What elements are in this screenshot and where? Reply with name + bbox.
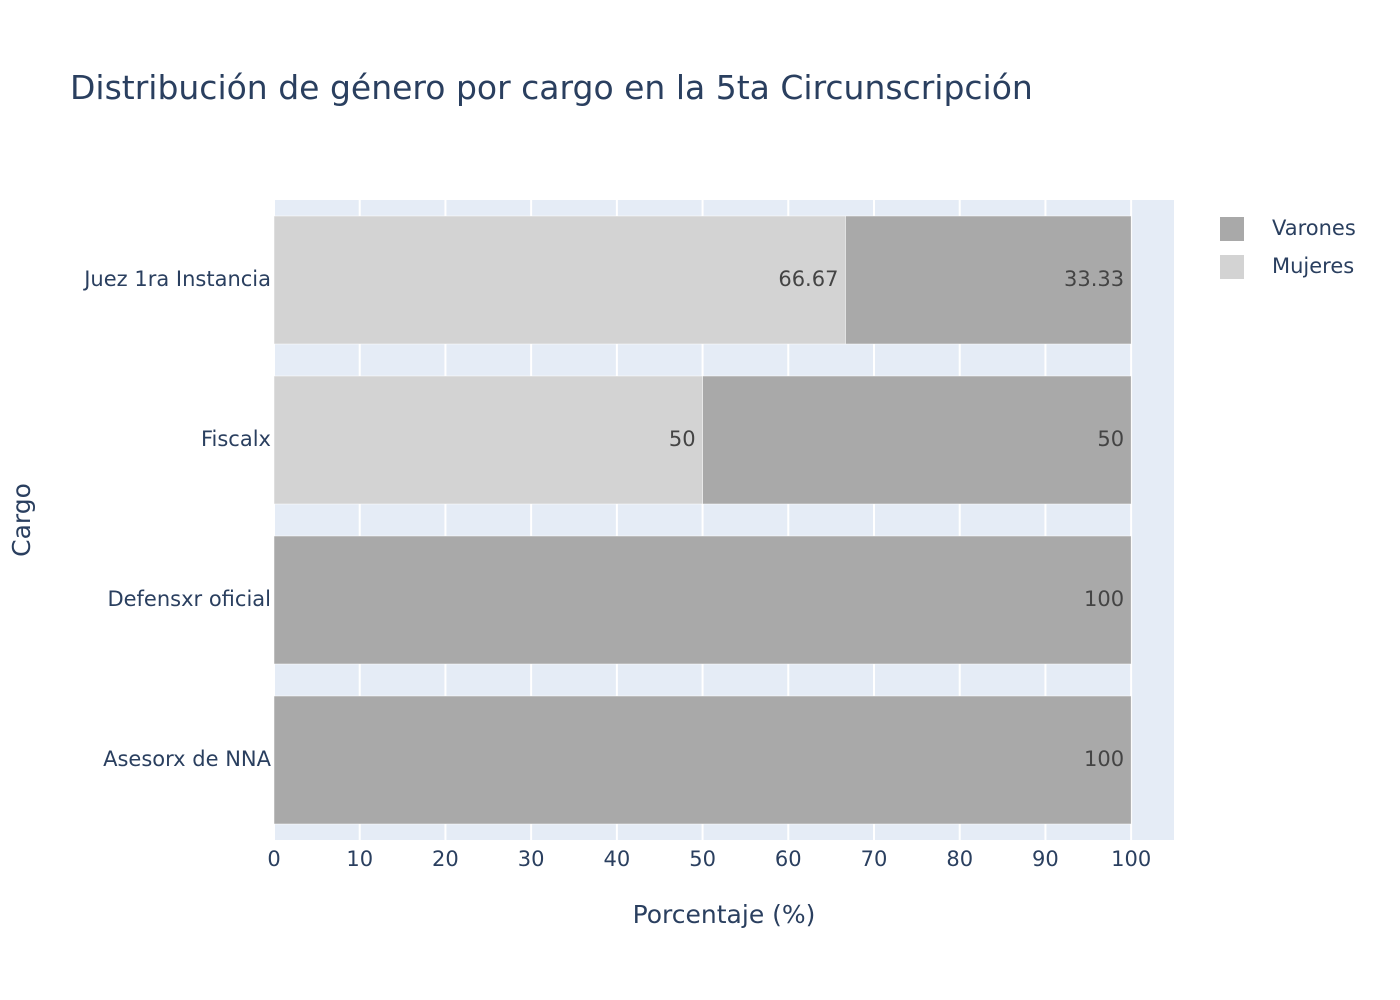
bar-labels: 66.67 33.33 50 50 100 100 bbox=[669, 267, 1124, 771]
legend-swatch-mujeres[interactable] bbox=[1220, 255, 1244, 279]
bar-value-label: 50 bbox=[1097, 427, 1124, 451]
bar-value-label: 100 bbox=[1084, 587, 1124, 611]
x-tick-label: 20 bbox=[432, 847, 459, 871]
x-tick-label: 80 bbox=[946, 847, 973, 871]
x-tick-label: 40 bbox=[603, 847, 630, 871]
y-tick-label: Defensxr oficial bbox=[107, 587, 271, 611]
y-tick-label: Juez 1ra Instancia bbox=[82, 267, 271, 291]
y-axis-ticks: Juez 1ra Instancia Fiscalx Defensxr oficia… bbox=[82, 267, 271, 771]
legend-label-mujeres[interactable]: Mujeres bbox=[1272, 254, 1354, 278]
y-tick-label: Asesorx de NNA bbox=[103, 747, 272, 771]
legend[interactable]: Varones Mujeres bbox=[1220, 216, 1356, 279]
x-axis-ticks: 0 10 20 30 40 50 60 70 80 90 100 bbox=[267, 847, 1151, 871]
x-tick-label: 10 bbox=[346, 847, 373, 871]
x-axis-title: Porcentaje (%) bbox=[633, 900, 816, 929]
bar-varones[interactable] bbox=[273, 695, 1132, 825]
bar-mujeres[interactable] bbox=[273, 375, 703, 505]
chart-title: Distribución de género por cargo en la 5… bbox=[70, 68, 1033, 107]
legend-swatch-varones[interactable] bbox=[1220, 217, 1244, 241]
bar-value-label: 66.67 bbox=[778, 267, 838, 291]
y-tick-label: Fiscalx bbox=[201, 427, 271, 451]
y-axis-title: Cargo bbox=[7, 483, 36, 557]
x-tick-label: 70 bbox=[861, 847, 888, 871]
legend-label-varones[interactable]: Varones bbox=[1272, 216, 1356, 240]
bar-varones[interactable] bbox=[845, 215, 1132, 345]
x-tick-label: 90 bbox=[1032, 847, 1059, 871]
bar-mujeres[interactable] bbox=[273, 215, 846, 345]
x-tick-label: 100 bbox=[1111, 847, 1151, 871]
bar-value-label: 100 bbox=[1084, 747, 1124, 771]
bar-varones[interactable] bbox=[702, 375, 1132, 505]
x-tick-label: 30 bbox=[518, 847, 545, 871]
bars bbox=[273, 215, 1132, 825]
bar-value-label: 50 bbox=[669, 427, 696, 451]
x-tick-label: 50 bbox=[689, 847, 716, 871]
bar-value-label: 33.33 bbox=[1064, 267, 1124, 291]
bar-varones[interactable] bbox=[273, 535, 1132, 665]
x-tick-label: 0 bbox=[267, 847, 280, 871]
x-tick-label: 60 bbox=[775, 847, 802, 871]
